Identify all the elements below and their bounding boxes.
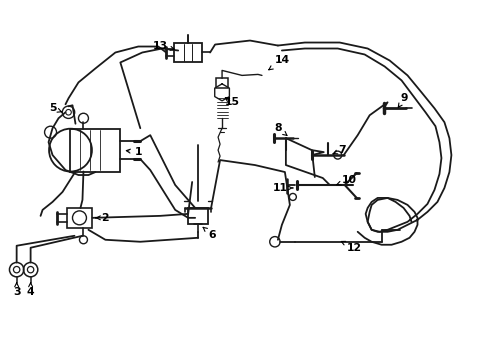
Text: 5: 5 [49,103,61,113]
Text: 1: 1 [126,147,142,157]
Text: 8: 8 [274,123,286,135]
Text: 3: 3 [13,283,20,297]
Text: 6: 6 [203,227,216,240]
Text: 9: 9 [397,93,407,107]
Text: 11: 11 [272,183,292,193]
Text: 12: 12 [341,241,362,253]
Text: 14: 14 [268,55,289,70]
Text: 7: 7 [332,145,345,155]
Text: 10: 10 [336,175,356,185]
Text: 4: 4 [27,283,34,297]
Text: 2: 2 [96,213,109,223]
Text: 13: 13 [152,41,174,50]
Text: 15: 15 [224,97,239,107]
